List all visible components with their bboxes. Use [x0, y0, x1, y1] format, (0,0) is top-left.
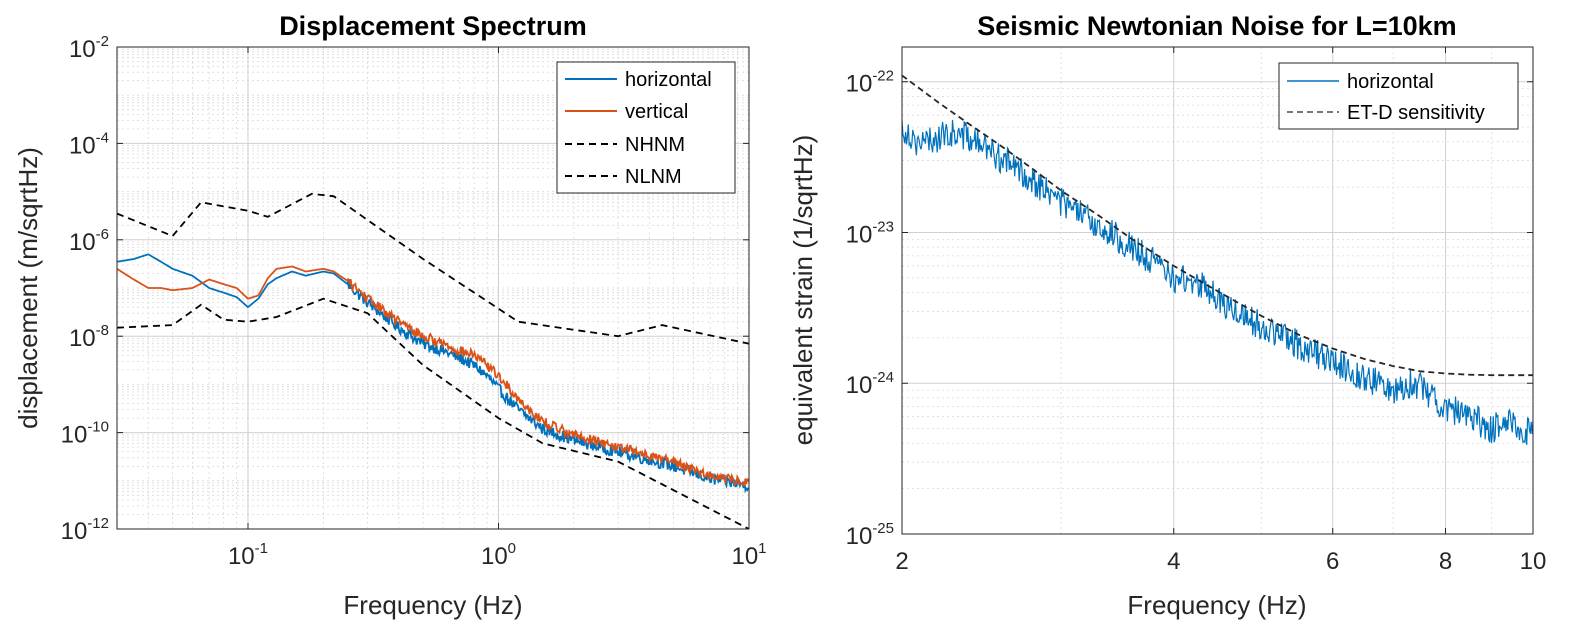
legend-label-nhnm: NHNM: [625, 134, 685, 156]
series-line-et-d-sensitivity-right: [902, 74, 1533, 377]
series-line-nlnm-left: [117, 297, 749, 529]
legend-label-etd: ET-D sensitivity: [1347, 102, 1485, 124]
y-axis-label-right: equivalent strain (1/sqrtHz): [788, 135, 818, 446]
chart-title-left: Displacement Spectrum: [279, 11, 587, 41]
y-tick-label-right: 10-22: [846, 68, 894, 98]
legend-box-right: [1278, 62, 1519, 130]
legend-left: horizontal vertical NHNM NLNM: [556, 61, 736, 194]
ticks-left: 10-1 100 101 10-12 10-10 10-8 10-6 10-4 10-2: [61, 33, 767, 570]
legend-label-horizontal: horizontal: [625, 69, 712, 91]
y-tick-label-left: 10-10: [61, 419, 109, 449]
x-tick-label-right: 8: [1439, 548, 1452, 575]
x-tick-label-right: 2: [895, 548, 908, 575]
axes-box-left: [116, 46, 750, 530]
axes-box-right: [901, 46, 1534, 535]
chart-displacement-spectrum: 10-1 100 101 10-12 10-10 10-8 10-6 10-4 10-2 Dis…: [13, 11, 767, 620]
x-tick-label-right: 10: [1520, 548, 1547, 575]
y-tick-label-left: 10-2: [69, 33, 109, 63]
y-tick-label-left: 10-6: [69, 226, 109, 256]
series-right: [902, 74, 1533, 445]
legend-label-vertical: vertical: [625, 101, 688, 123]
ticks-right: 2 4 6 8 10 10-25 10-24 10-23 10-22: [846, 47, 1547, 575]
y-tick-label-right: 10-23: [846, 218, 894, 248]
y-tick-label-right: 10-25: [846, 520, 894, 550]
x-tick-label-left: 100: [481, 540, 516, 570]
y-tick-label-left: 10-12: [61, 515, 109, 545]
x-axis-label-right: Frequency (Hz): [1127, 590, 1306, 620]
series-left: [117, 192, 749, 529]
y-tick-label-right: 10-24: [846, 369, 894, 399]
y-tick-label-left: 10-4: [69, 129, 109, 159]
series-line-vertical-left: [117, 265, 749, 487]
x-tick-label-left: 10-1: [228, 540, 268, 570]
y-axis-label-left: displacement (m/sqrtHz): [13, 147, 43, 429]
chart-seismic-newtonian-noise: 2 4 6 8 10 10-25 10-24 10-23 10-22 Seismic Newto…: [788, 11, 1546, 620]
legend-box-left: [556, 61, 736, 194]
x-tick-label-left: 101: [731, 540, 766, 570]
x-tick-label-right: 6: [1326, 548, 1339, 575]
legend-right: horizontal ET-D sensitivity: [1278, 62, 1519, 130]
legend-label-horizontal-right: horizontal: [1347, 71, 1434, 93]
x-tick-label-right: 4: [1167, 548, 1180, 575]
chart-title-right: Seismic Newtonian Noise for L=10km: [977, 11, 1456, 41]
legend-label-nlnm: NLNM: [625, 166, 682, 188]
y-tick-label-left: 10-8: [69, 322, 109, 352]
x-axis-label-left: Frequency (Hz): [343, 590, 522, 620]
series-line-nhnm-left: [117, 192, 749, 345]
series-line-horizontal-right: [902, 119, 1533, 445]
